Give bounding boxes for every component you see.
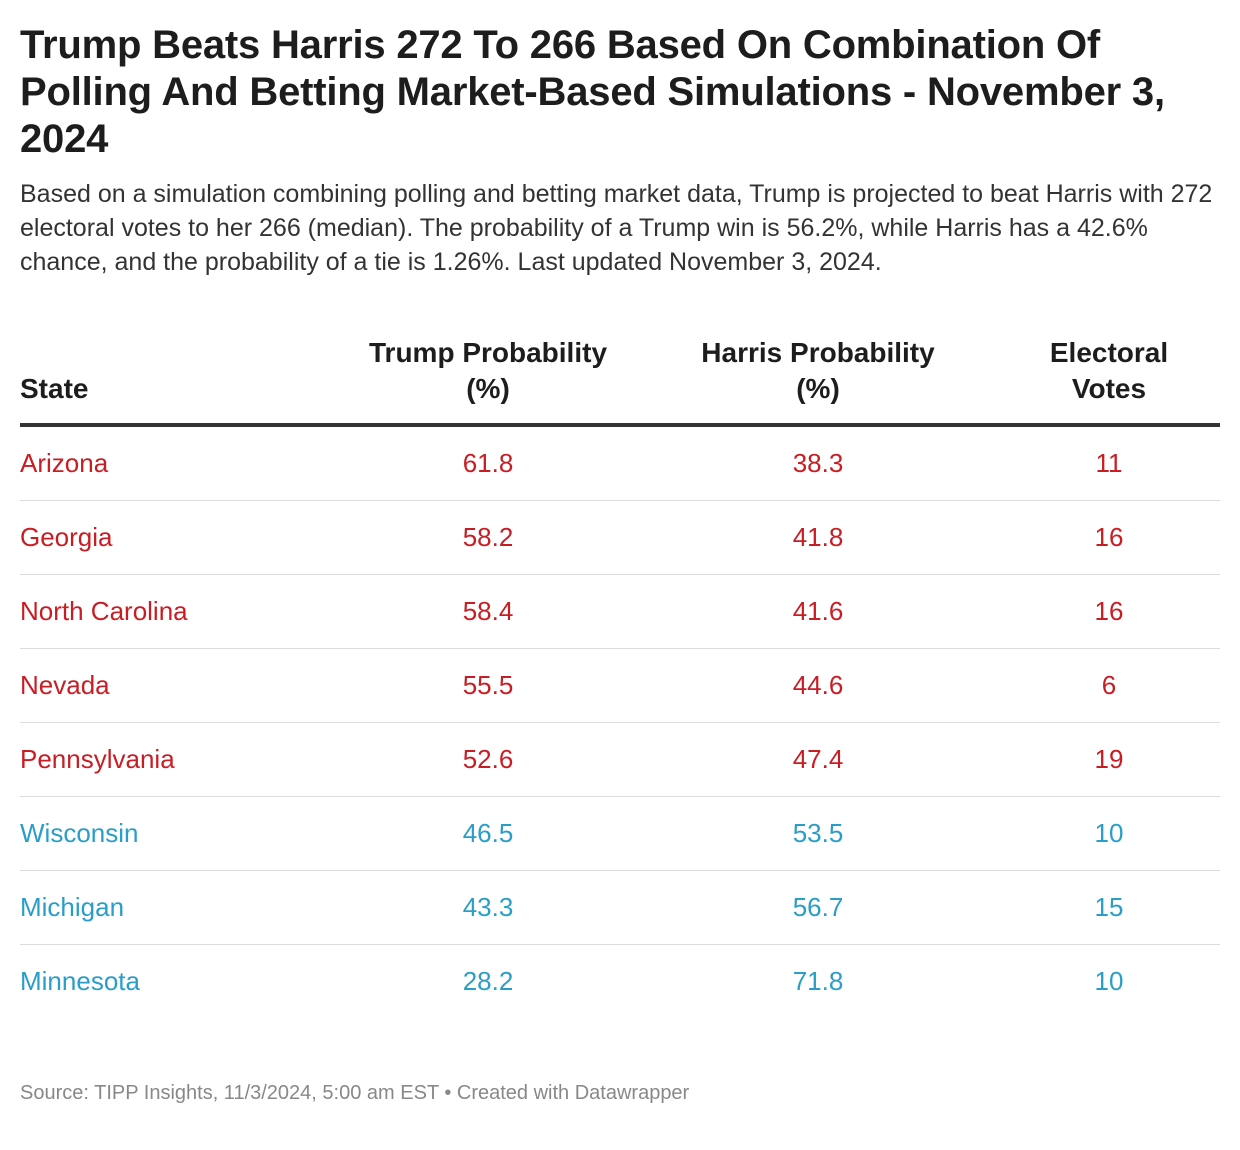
trump-probability-cell: 61.8 — [338, 425, 638, 501]
electoral-votes-cell: 6 — [998, 648, 1220, 723]
electoral-votes-cell: 19 — [998, 722, 1220, 797]
table-row: Wisconsin 46.5 53.5 10 — [20, 796, 1220, 871]
trump-probability-cell: 52.6 — [338, 722, 638, 797]
electoral-votes-cell: 16 — [998, 574, 1220, 649]
harris-probability-cell: 44.6 — [638, 648, 998, 723]
harris-probability-cell: 53.5 — [638, 796, 998, 871]
trump-probability-cell: 28.2 — [462, 966, 514, 996]
column-header-trump-probability[interactable]: Trump Probability (%) — [338, 335, 638, 427]
state-cell: Pennsylvania — [20, 722, 338, 797]
table-row: North Carolina 58.4 41.6 16 — [20, 574, 1220, 649]
harris-probability-cell: 41.6 — [638, 574, 998, 649]
harris-probability-cell: 41.8 — [638, 500, 998, 575]
table-row: Nevada 55.5 44.6 6 — [20, 648, 1220, 723]
trump-probability-cell: 58.4 — [338, 574, 638, 649]
table-row: Pennsylvania 52.6 47.4 19 — [20, 722, 1220, 797]
trump-probability-cell: 46.5 — [338, 796, 638, 871]
table-row: Arizona 61.8 38.3 11 — [20, 425, 1220, 501]
electoral-votes-cell: 10 — [998, 796, 1220, 871]
electoral-votes-cell: 10 — [1094, 966, 1124, 996]
trump-probability-cell: 58.2 — [338, 500, 638, 575]
column-header-ev-label: Electoral Votes — [1049, 337, 1169, 404]
column-header-harris-probability[interactable]: Harris Probability (%) — [638, 335, 998, 427]
chart-description: Based on a simulation combining polling … — [20, 180, 1213, 276]
state-cell: Nevada — [20, 648, 338, 723]
trump-probability-cell: 55.5 — [338, 648, 638, 723]
state-cell: Michigan — [20, 870, 338, 945]
table-row: Georgia 58.2 41.8 16 — [20, 500, 1220, 575]
harris-probability-cell: 47.4 — [638, 722, 998, 797]
harris-probability-cell: 71.8 — [792, 966, 844, 996]
table-header-row: State Trump Probability (%) Harris Proba… — [20, 335, 1220, 427]
electoral-votes-cell: 11 — [998, 425, 1220, 501]
trump-probability-cell: 43.3 — [338, 870, 638, 945]
table-row: Minnesota 28.2 71.8 10 — [20, 945, 1220, 1019]
table-row: Michigan 43.3 56.7 15 — [20, 870, 1220, 945]
state-cell: Arizona — [20, 425, 338, 501]
chart-title: Trump Beats Harris 272 To 266 Based On C… — [20, 23, 1165, 161]
column-header-trump-label: Trump Probability (%) — [368, 337, 608, 404]
electoral-votes-cell: 15 — [998, 870, 1220, 945]
electoral-votes-cell: 16 — [998, 500, 1220, 575]
chart-container: Trump Beats Harris 272 To 266 Based On C… — [20, 0, 1220, 1104]
source-footer: Source: TIPP Insights, 11/3/2024, 5:00 a… — [20, 1082, 690, 1104]
harris-probability-cell: 56.7 — [638, 870, 998, 945]
state-cell: Minnesota — [20, 966, 140, 996]
state-cell: North Carolina — [20, 574, 338, 649]
column-header-state[interactable]: State — [20, 335, 338, 427]
state-cell: Georgia — [20, 500, 338, 575]
column-header-harris-label: Harris Probability (%) — [701, 337, 935, 404]
column-header-electoral-votes[interactable]: Electoral Votes — [998, 335, 1220, 427]
table-body: Arizona 61.8 38.3 11 Georgia 58.2 41.8 16 North … — [20, 425, 1220, 1018]
state-cell: Wisconsin — [20, 796, 338, 871]
harris-probability-cell: 38.3 — [638, 425, 998, 501]
data-table: State Trump Probability (%) Harris Proba… — [20, 335, 1220, 1018]
